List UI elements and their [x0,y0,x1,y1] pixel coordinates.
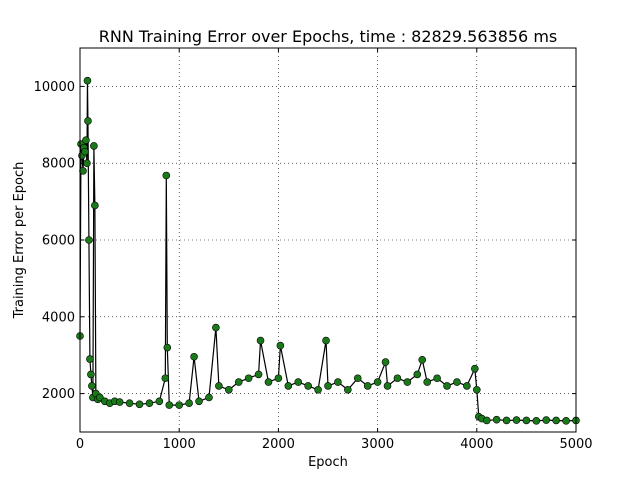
data-point [84,117,92,125]
data-point [91,201,99,210]
data-point [225,385,233,394]
data-point [195,397,203,406]
data-point [190,352,198,361]
data-point [83,76,92,85]
data-point [162,171,171,180]
data-point [463,382,471,390]
data-point [96,393,104,402]
data-point [86,355,94,363]
data-point [81,147,89,156]
data-point [472,385,481,394]
data-point [423,378,432,386]
y-tick-label: 2000 [42,387,75,402]
data-point [87,370,95,379]
data-point [264,378,273,386]
data-point [155,397,164,406]
data-point [322,336,330,345]
data-point [522,416,531,425]
y-axis-label: Training Error per Epoch [12,162,27,320]
data-point [373,378,382,386]
data-point [276,341,285,350]
data-point [383,382,392,390]
axis-ticks: 0 1000 2000 3000 4000 5000 2000 4000 6000 8000 100… [34,48,593,452]
data-point [552,416,560,425]
data-point [161,374,170,383]
data-point [471,364,479,373]
x-tick-label: 5000 [559,437,592,452]
data-point [205,393,213,402]
x-tick-label: 4000 [460,437,493,452]
x-tick-label: 2000 [262,437,295,452]
data-point [82,136,90,144]
series-layer [76,76,580,425]
data-point [254,370,263,379]
data-point [443,382,451,390]
data-point [418,356,427,364]
chart-title: RNN Training Error over Epochs, time : 8… [99,27,558,46]
data-point [79,167,87,175]
data-point [85,236,93,244]
data-point [304,382,312,390]
data-point [215,382,223,390]
data-point [324,382,332,390]
data-point [512,416,521,424]
data-point [284,382,293,390]
data-point [274,374,283,383]
data-point [413,370,422,379]
data-point [532,417,541,425]
data-point [88,382,96,390]
data-point [175,401,183,409]
y-tick-label: 6000 [42,234,75,249]
data-point [562,417,570,425]
data-point [344,385,352,394]
x-tick-label: 0 [76,437,84,452]
data-point [90,142,98,150]
x-tick-label: 1000 [163,437,196,452]
data-point [163,343,172,352]
data-point [244,374,253,383]
data-point [482,416,491,425]
y-tick-label: 4000 [42,310,75,325]
data-point [185,399,193,408]
data-point [115,398,124,406]
data-point [334,378,342,386]
data-point [453,378,461,386]
data-point [212,323,220,332]
y-tick-label: 8000 [42,157,75,172]
x-axis-label: Epoch [308,455,348,470]
data-point [492,415,501,424]
data-point [314,385,322,394]
grid-lines [80,48,576,432]
data-point [381,358,390,366]
data-point [363,382,372,390]
x-tick-label: 3000 [361,437,394,452]
data-point [294,378,303,386]
data-point [83,159,91,167]
y-tick-label: 10000 [34,80,75,95]
data-point [145,399,154,408]
data-point [502,416,511,425]
data-point [165,401,174,409]
data-point [135,400,144,409]
data-point [256,336,265,345]
data-point [125,399,134,408]
data-point [393,374,402,383]
data-point [403,378,412,386]
data-point [353,374,362,383]
data-point [433,374,441,383]
data-point [234,378,243,386]
data-point [542,416,551,424]
